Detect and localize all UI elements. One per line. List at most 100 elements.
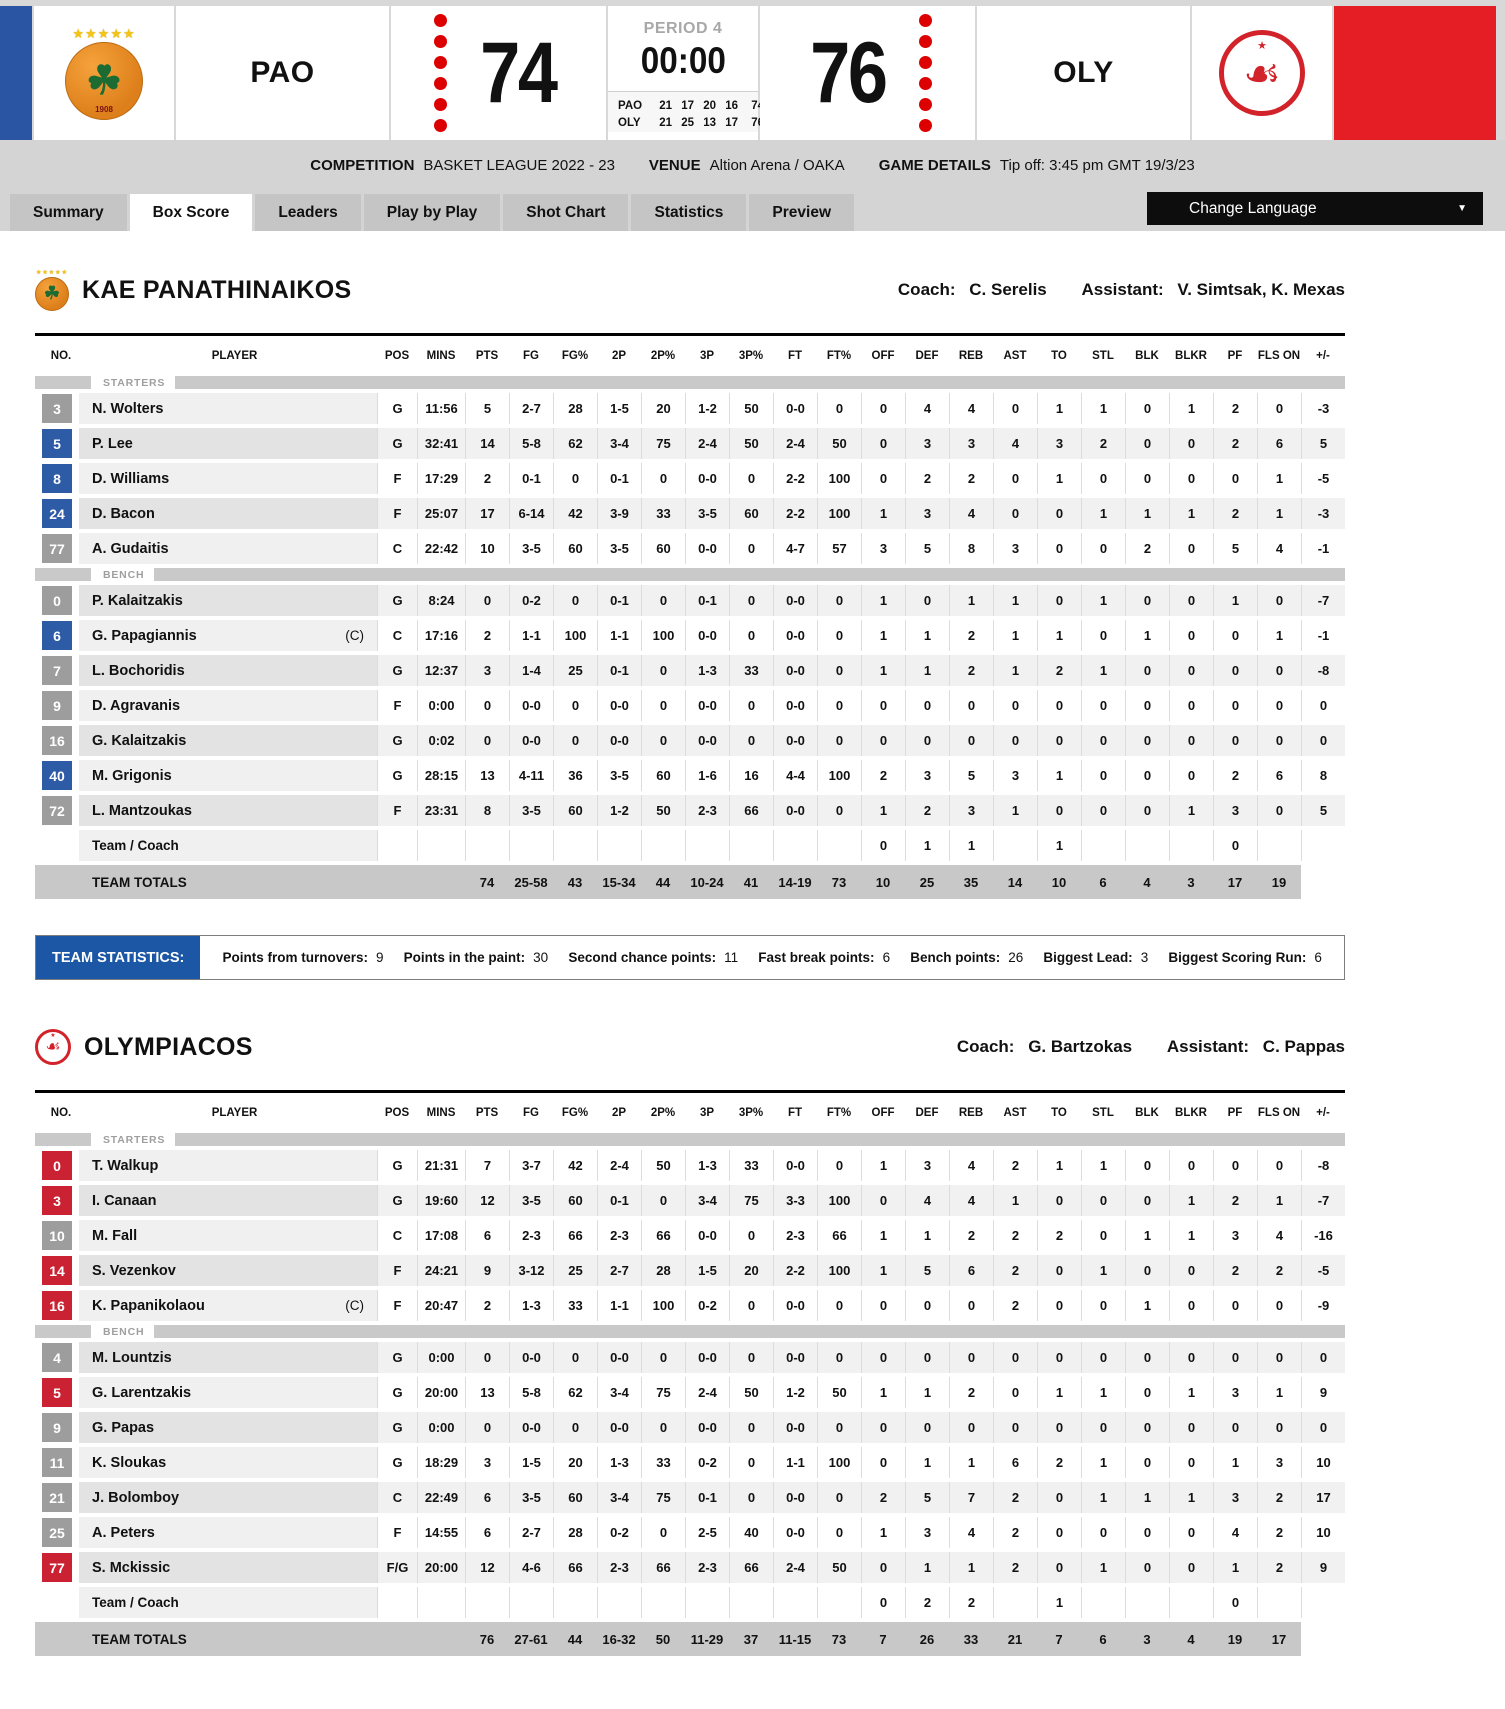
player-name-cell[interactable]: M. Grigonis — [79, 760, 377, 791]
player-name-cell[interactable]: K. Papanikolaou (C) — [79, 1290, 377, 1321]
venue-label: VENUE — [648, 156, 701, 174]
player-name-cell[interactable]: P. Lee — [79, 428, 377, 459]
stat-cell: 0-0 — [685, 463, 729, 494]
player-name-cell[interactable]: G. Larentzakis — [79, 1377, 377, 1408]
player-name-cell[interactable]: A. Gudaitis — [79, 533, 377, 564]
tab-shot-chart[interactable]: Shot Chart — [503, 194, 629, 231]
stat-cell: 0 — [1301, 1412, 1345, 1443]
change-language-dropdown[interactable]: Change Language ▼ — [1147, 192, 1483, 225]
stat-cell: 1 — [905, 830, 949, 861]
player-name-cell[interactable]: P. Kalaitzakis — [79, 585, 377, 616]
pao-stars-icon: ★★★★★ — [72, 25, 136, 41]
player-name: D. Agravanis — [92, 697, 181, 714]
tab-preview[interactable]: Preview — [749, 194, 855, 231]
red-dot-icon — [918, 14, 932, 27]
stat-cell: 1 — [1169, 1220, 1213, 1251]
stat-cell — [773, 830, 817, 861]
player-name-cell[interactable]: M. Fall — [79, 1220, 377, 1251]
stat-cell: 0-0 — [685, 1412, 729, 1443]
divider-bar — [154, 1325, 1345, 1338]
player-name-cell[interactable]: D. Bacon — [79, 498, 377, 529]
player-name-cell[interactable]: M. Lountzis — [79, 1342, 377, 1373]
column-header: 2P% — [650, 1107, 676, 1119]
home-score: 74 — [480, 25, 558, 121]
stat-cell: 73 — [817, 1622, 861, 1656]
player-name: I. Canaan — [92, 1192, 157, 1209]
stat-cell: 2-2 — [773, 463, 817, 494]
stat-cell: G — [377, 1447, 417, 1478]
player-name-cell[interactable]: D. Agravanis — [79, 690, 377, 721]
jersey-number-badge: 77 — [42, 534, 72, 563]
stat-cell: C — [377, 1482, 417, 1513]
jersey-number-badge: 72 — [42, 796, 72, 825]
stat-cell: 0-0 — [509, 690, 553, 721]
tab-statistics[interactable]: Statistics — [631, 194, 747, 231]
player-name: D. Bacon — [92, 505, 155, 522]
stat-cell: 0 — [861, 1447, 905, 1478]
player-name-cell[interactable]: A. Peters — [79, 1517, 377, 1548]
tab-play-by-play[interactable]: Play by Play — [363, 194, 501, 231]
stat-cell: 0 — [1125, 1255, 1169, 1286]
stat-cell: 2 — [949, 620, 993, 651]
player-row: 5 G. Larentzakis G 20:00 13 5-8 62 3-4 75 2-4 50 1-… — [35, 1377, 1345, 1408]
stat-cell: 3 — [1213, 1377, 1257, 1408]
tab-box-score[interactable]: Box Score — [129, 194, 253, 231]
jersey-number-cell: 3 — [35, 1185, 79, 1216]
stat-cell: 3-5 — [597, 760, 641, 791]
player-name-cell[interactable]: N. Wolters — [79, 393, 377, 424]
stat-cell: 28 — [641, 1255, 685, 1286]
stat-cell: 2 — [1081, 428, 1125, 459]
assistant-names: C. Pappas — [1262, 1037, 1345, 1056]
player-name-cell[interactable]: S. Mckissic — [79, 1552, 377, 1583]
stat-cell: 0 — [817, 1150, 861, 1181]
jersey-number-badge: 0 — [42, 586, 72, 615]
stat-cell: 0 — [1081, 1517, 1125, 1548]
stat-cell: 1 — [949, 830, 993, 861]
player-name-cell[interactable]: K. Sloukas — [79, 1447, 377, 1478]
stat-cell: 2 — [993, 1552, 1037, 1583]
quarter-scores: PAO 21 17 20 16 74 OLY 21 25 13 17 76 — [608, 91, 764, 132]
tab-leaders[interactable]: Leaders — [255, 194, 361, 231]
stat-cell: 0-0 — [509, 1412, 553, 1443]
stat-cell: 5 — [905, 1482, 949, 1513]
stat-cell: 0 — [1037, 1255, 1081, 1286]
stat-cell: 0-0 — [773, 1517, 817, 1548]
player-name-cell[interactable]: G. Kalaitzakis — [79, 725, 377, 756]
column-header-row: NO. PLAYER POS MINS PTS FG FG% 2P 2P% 3P 3P% FT FT% O… — [35, 1097, 1345, 1129]
coach-line-oly: Coach: G. Bartzokas Assistant: C. Pappas — [957, 1037, 1345, 1057]
stat-cell: 22:49 — [417, 1482, 465, 1513]
stat-cell: 0:00 — [417, 1412, 465, 1443]
stat-cell: 1 — [861, 1377, 905, 1408]
stat-cell: 1 — [1257, 620, 1301, 651]
stat-cell — [1125, 830, 1169, 861]
stat-cell: 5 — [1213, 533, 1257, 564]
jersey-number-cell: 77 — [35, 533, 79, 564]
player-name-cell[interactable]: D. Williams — [79, 463, 377, 494]
stat-cell: 0 — [553, 1412, 597, 1443]
player-name-cell[interactable]: L. Bochoridis — [79, 655, 377, 686]
stat-cell: 27-61 — [509, 1622, 553, 1656]
stat-cell — [1125, 1587, 1169, 1618]
player-name-cell[interactable]: I. Canaan — [79, 1185, 377, 1216]
player-name-cell[interactable]: G. Papagiannis (C) — [79, 620, 377, 651]
stat-cell: 2 — [949, 1220, 993, 1251]
player-name: G. Larentzakis — [92, 1384, 192, 1401]
stat-cell: 0 — [729, 725, 773, 756]
stat-cell: 1-3 — [685, 1150, 729, 1181]
player-name-cell[interactable]: T. Walkup — [79, 1150, 377, 1181]
stat-cell: 6 — [1257, 428, 1301, 459]
shamrock-icon: ☘ — [86, 58, 122, 103]
team-stat-value: 6 — [1314, 950, 1322, 965]
stat-cell: 0 — [861, 1290, 905, 1321]
stat-cell — [993, 830, 1037, 861]
stat-cell: 28:15 — [417, 760, 465, 791]
player-row: 0 P. Kalaitzakis G 8:24 0 0-2 0 0-1 0 0-1 0 0-0 0 1 0 1… — [35, 585, 1345, 616]
player-name: A. Peters — [92, 1524, 155, 1541]
stat-cell: 1 — [1169, 1377, 1213, 1408]
tab-summary[interactable]: Summary — [10, 194, 127, 231]
player-name-cell[interactable]: G. Papas — [79, 1412, 377, 1443]
player-name-cell[interactable]: J. Bolomboy — [79, 1482, 377, 1513]
player-name-cell[interactable]: L. Mantzoukas — [79, 795, 377, 826]
column-header: FLS ON — [1257, 350, 1301, 362]
player-name-cell[interactable]: S. Vezenkov — [79, 1255, 377, 1286]
